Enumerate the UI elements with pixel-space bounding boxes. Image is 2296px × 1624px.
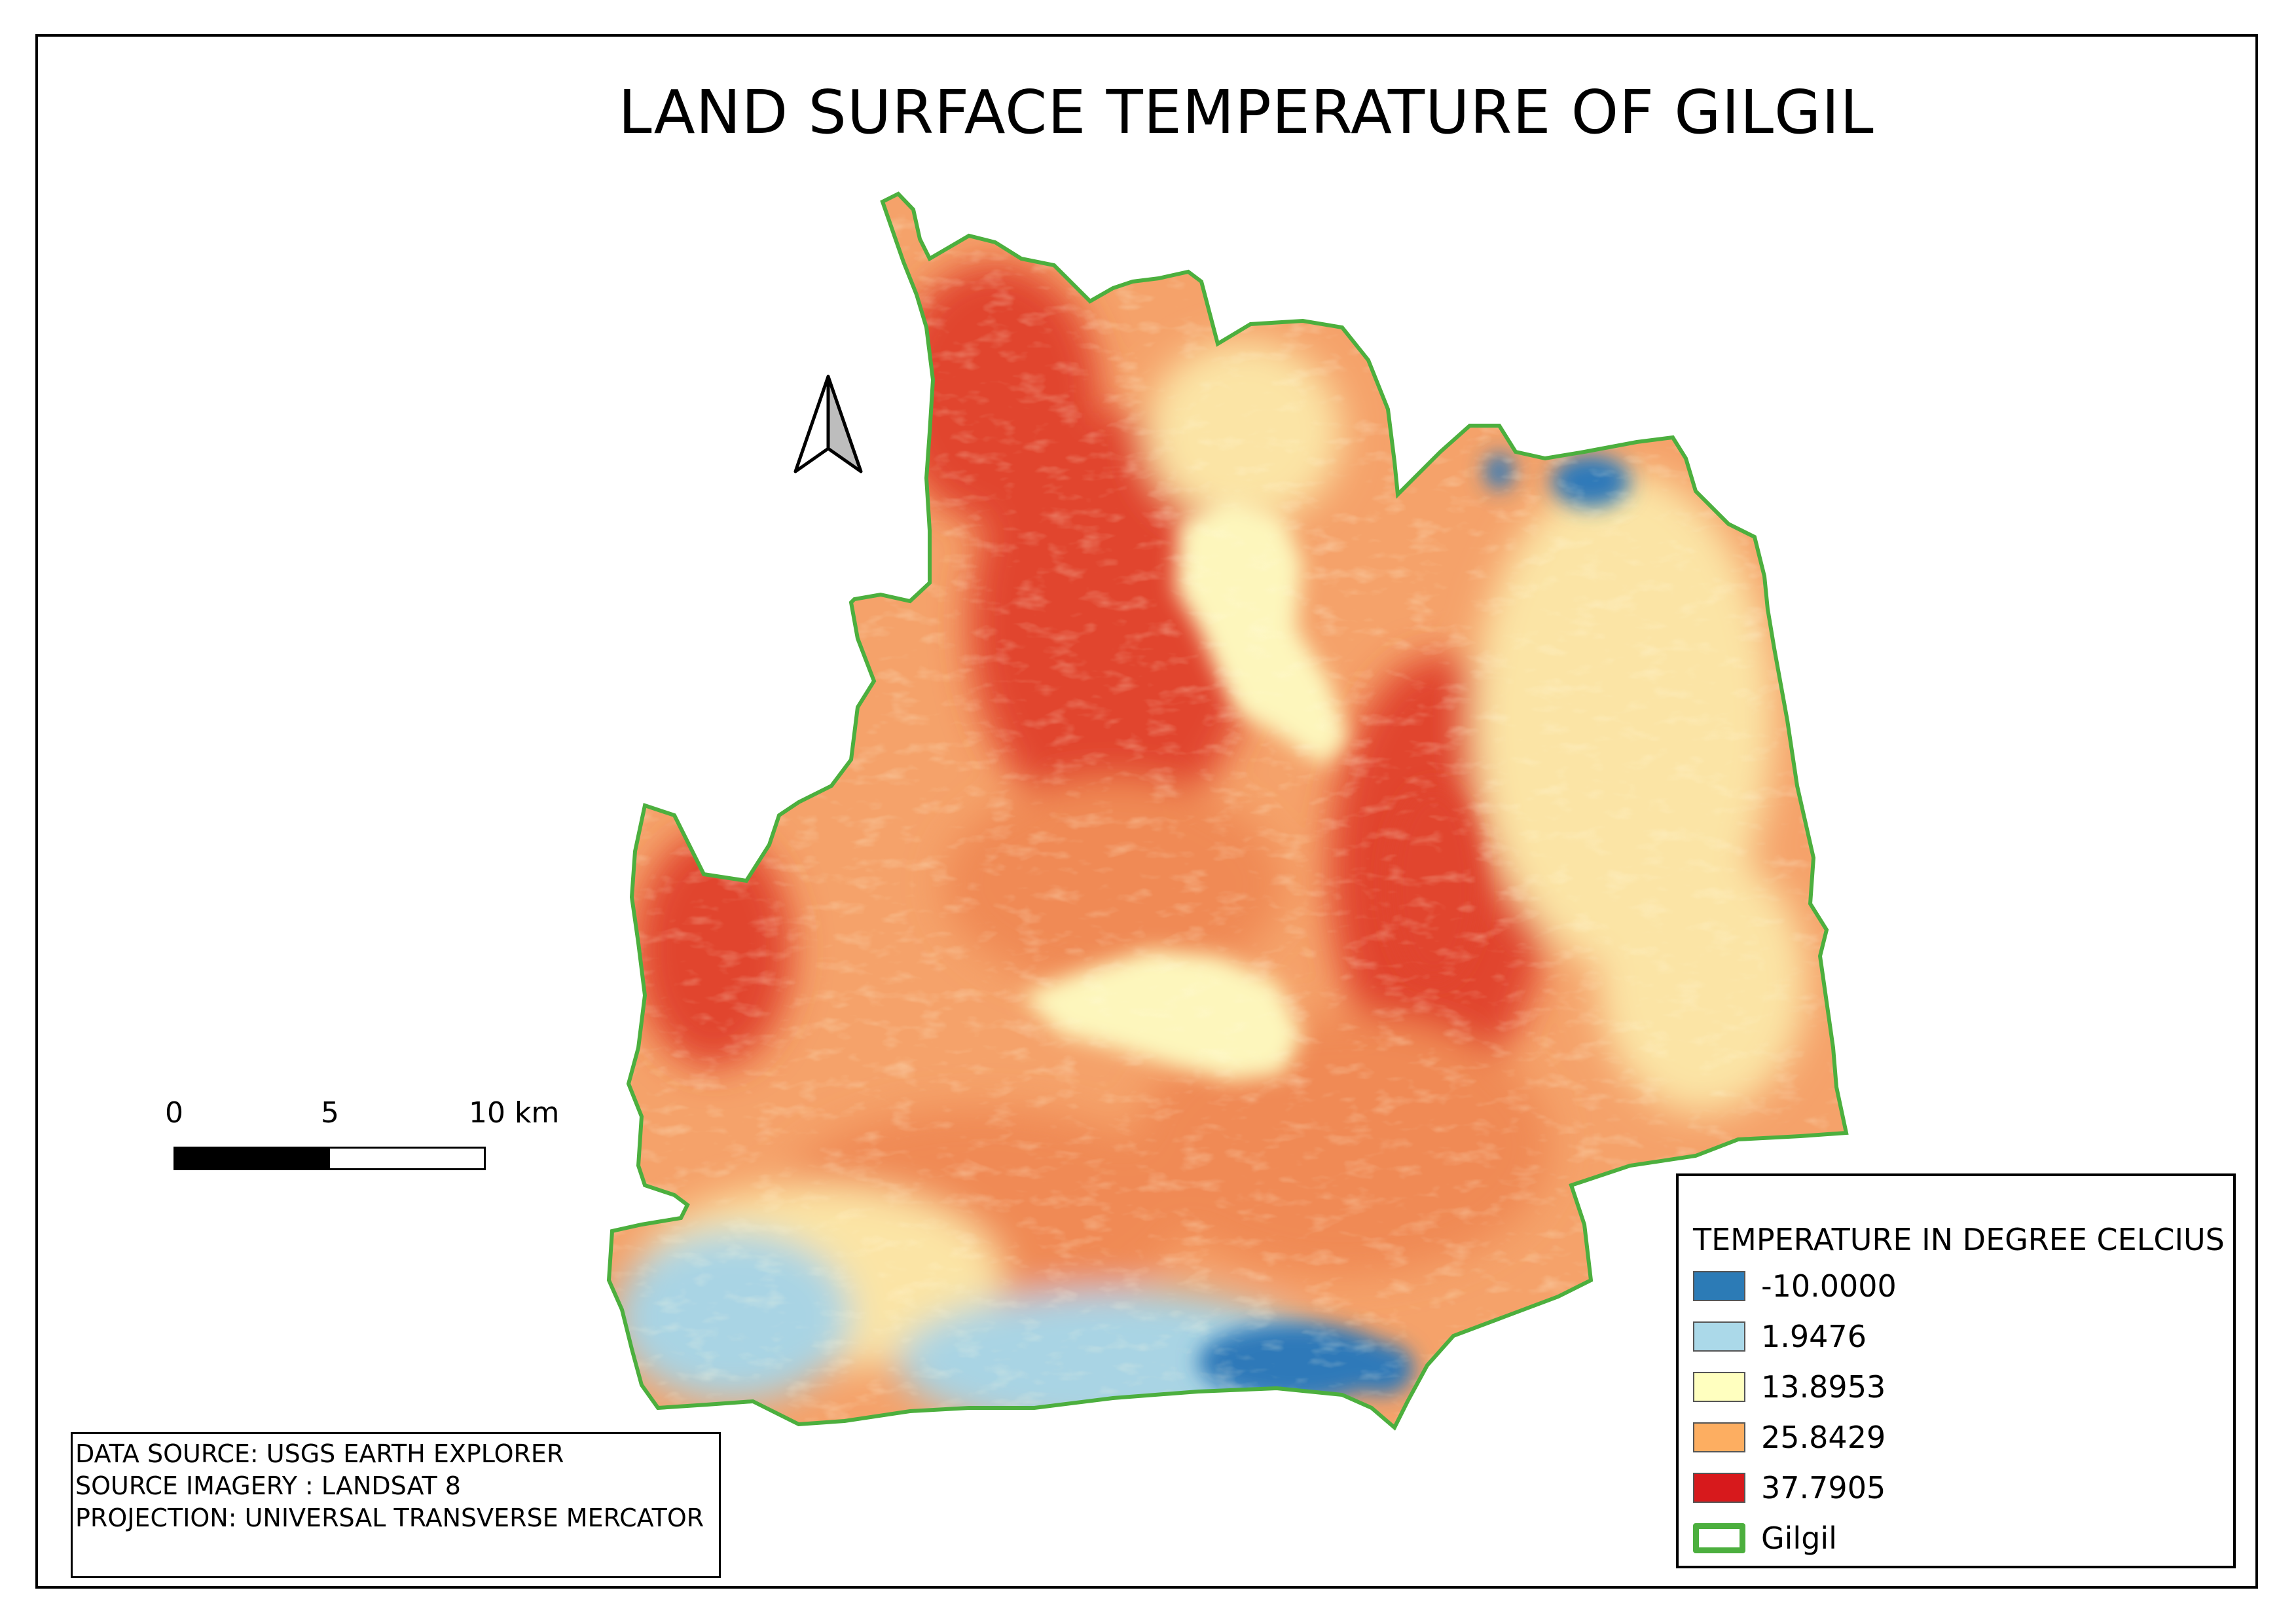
legend-item: 25.8429	[1693, 1419, 1886, 1456]
legend-item-boundary: Gilgil	[1693, 1520, 1837, 1557]
legend-boundary-swatch	[1693, 1523, 1745, 1553]
legend-label: 13.8953	[1761, 1369, 1886, 1405]
map-frame	[35, 34, 2258, 1589]
projection-line: PROJECTION: UNIVERSAL TRANSVERSE MERCATO…	[75, 1504, 704, 1532]
legend-label: 37.7905	[1761, 1470, 1886, 1505]
map-title: LAND SURFACE TEMPERATURE OF GILGIL	[618, 77, 1874, 147]
legend-label: 1.9476	[1761, 1319, 1867, 1354]
legend-swatch	[1693, 1422, 1745, 1452]
data-source-box: DATA SOURCE: USGS EARTH EXPLORER SOURCE …	[71, 1432, 721, 1578]
legend: TEMPERATURE IN DEGREE CELCIUS -10.0000 1…	[1676, 1173, 2236, 1568]
data-source-line: DATA SOURCE: USGS EARTH EXPLORER	[75, 1439, 564, 1468]
scale-bar-segment-black	[175, 1149, 330, 1168]
legend-item: 13.8953	[1693, 1369, 1886, 1405]
scale-label-10km: 10 km	[469, 1096, 560, 1130]
legend-label-boundary: Gilgil	[1761, 1521, 1837, 1556]
legend-title: TEMPERATURE IN DEGREE CELCIUS	[1693, 1222, 2225, 1257]
temperature-raster	[609, 194, 1846, 1428]
legend-item: -10.0000	[1693, 1268, 1897, 1304]
legend-label: 25.8429	[1761, 1420, 1886, 1455]
scale-bar	[173, 1147, 486, 1170]
legend-label: -10.0000	[1761, 1268, 1897, 1304]
scale-label-5: 5	[321, 1096, 339, 1130]
scale-bar-segment-white	[329, 1149, 484, 1168]
legend-swatch	[1693, 1321, 1745, 1352]
legend-swatch	[1693, 1473, 1745, 1503]
source-imagery-line: SOURCE IMAGERY : LANDSAT 8	[75, 1471, 461, 1500]
north-arrow-icon	[793, 375, 863, 473]
scale-label-0: 0	[165, 1096, 183, 1130]
legend-swatch	[1693, 1271, 1745, 1301]
legend-item: 1.9476	[1693, 1318, 1867, 1355]
legend-item: 37.7905	[1693, 1469, 1886, 1506]
legend-swatch	[1693, 1372, 1745, 1402]
